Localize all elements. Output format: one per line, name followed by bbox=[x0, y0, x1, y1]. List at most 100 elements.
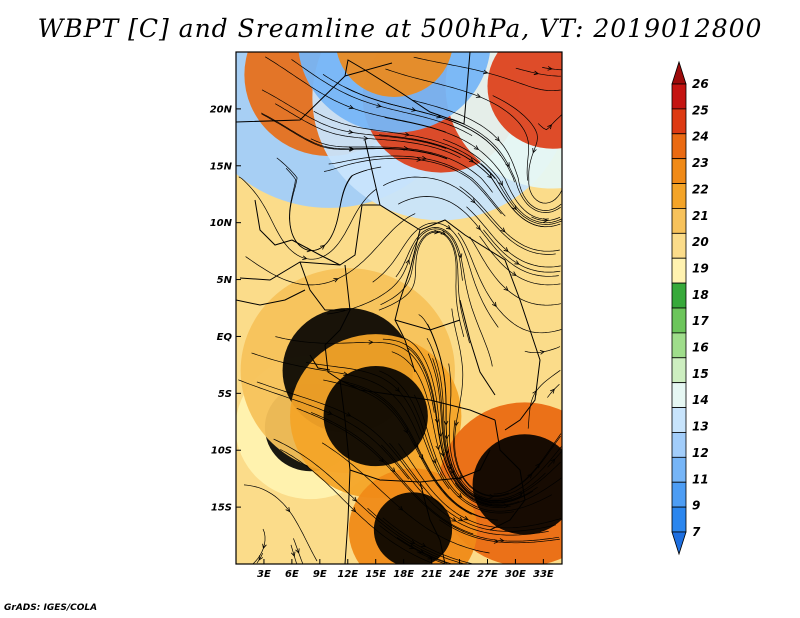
streamline-arrow bbox=[378, 457, 385, 463]
streamline-arrow bbox=[493, 539, 500, 544]
streamline-arrow bbox=[404, 132, 411, 137]
streamline bbox=[527, 370, 561, 429]
streamline bbox=[407, 347, 520, 506]
streamline-arrow bbox=[458, 516, 464, 522]
streamline-arrow bbox=[511, 271, 517, 277]
streamline-arrow bbox=[473, 145, 480, 150]
streamline bbox=[310, 412, 474, 535]
colorbar-label: 19 bbox=[692, 261, 709, 275]
streamline-arrow bbox=[409, 544, 415, 549]
streamline-arrow bbox=[438, 432, 443, 438]
streamline bbox=[238, 176, 377, 260]
streamline bbox=[510, 433, 562, 490]
streamline-arrow bbox=[376, 103, 382, 108]
lat-tick-label: 5N bbox=[217, 275, 233, 286]
wbpt-shading bbox=[236, 52, 562, 564]
shade-core bbox=[487, 52, 562, 149]
streamline bbox=[547, 383, 560, 398]
lat-tick-label: 20N bbox=[210, 104, 233, 115]
streamline-arrow bbox=[503, 286, 509, 292]
streamline-arrow bbox=[498, 180, 503, 187]
lat-tick-label: 10S bbox=[211, 446, 232, 457]
streamline bbox=[395, 227, 493, 367]
streamline bbox=[243, 484, 318, 562]
streamline bbox=[372, 222, 499, 328]
streamline bbox=[427, 323, 513, 502]
lon-tick-label: 15E bbox=[365, 569, 386, 580]
streamline bbox=[378, 231, 465, 337]
streamline bbox=[328, 155, 506, 217]
streamline-arrow bbox=[363, 135, 369, 141]
streamline bbox=[261, 112, 447, 159]
streamline-arrow bbox=[547, 124, 553, 130]
streamline bbox=[383, 176, 556, 255]
streamline-arrow bbox=[514, 260, 520, 265]
colorbar-box bbox=[671, 382, 687, 408]
colorbar-box bbox=[671, 108, 687, 135]
streamline bbox=[453, 420, 562, 497]
colorbar-box bbox=[671, 232, 687, 259]
lon-tick-label: 12E bbox=[337, 569, 358, 580]
lon-tick-label: 18E bbox=[393, 569, 414, 580]
streamline-arrow bbox=[351, 507, 357, 513]
colorbar-label: 15 bbox=[692, 367, 709, 381]
streamline-arrow bbox=[494, 136, 500, 142]
colorbar-label: 9 bbox=[692, 499, 700, 513]
streamline bbox=[385, 68, 530, 181]
streamline bbox=[313, 110, 496, 179]
streamline-arrow bbox=[489, 493, 495, 499]
colorbar-label: 16 bbox=[692, 341, 709, 355]
streamline bbox=[416, 551, 445, 564]
colorbar-label: 7 bbox=[692, 525, 701, 539]
colorbar-bottom-arrow bbox=[671, 531, 687, 556]
streamline bbox=[273, 438, 439, 558]
streamline bbox=[469, 236, 561, 306]
streamline-arrow bbox=[434, 229, 440, 235]
colorbar-box bbox=[671, 307, 687, 334]
streamline-arrow bbox=[343, 371, 349, 377]
streamline-arrow bbox=[368, 339, 374, 345]
colorbar-box bbox=[671, 456, 687, 483]
streamline bbox=[384, 117, 549, 220]
streamline bbox=[483, 229, 561, 273]
streamline bbox=[291, 59, 473, 137]
streamline-arrow bbox=[550, 458, 556, 464]
lon-tick-label: 24E bbox=[449, 569, 470, 580]
colorbar-box bbox=[671, 257, 687, 284]
streamline bbox=[537, 114, 562, 131]
streamline-arrow bbox=[535, 462, 541, 469]
streamline-arrow bbox=[421, 542, 427, 548]
streamline-arrow bbox=[487, 173, 493, 179]
colorbar-label: 24 bbox=[692, 130, 709, 144]
streamline-arrow bbox=[483, 69, 489, 75]
streamline bbox=[389, 442, 556, 532]
streamline bbox=[399, 336, 505, 505]
streamline-arrow bbox=[527, 473, 533, 479]
streamline bbox=[426, 337, 523, 503]
streamline bbox=[391, 351, 511, 508]
streamline-arrow bbox=[333, 278, 339, 283]
streamline-arrow bbox=[435, 445, 440, 451]
colorbar-box bbox=[671, 481, 687, 508]
shade-core bbox=[373, 492, 453, 564]
shade-core bbox=[336, 52, 452, 97]
lon-tick-label: 30E bbox=[505, 569, 526, 580]
streamline-arrow bbox=[470, 198, 476, 204]
streamline-arrow bbox=[450, 469, 455, 475]
streamline bbox=[367, 507, 465, 564]
streamline bbox=[327, 228, 463, 315]
streamline bbox=[432, 358, 538, 504]
streamline bbox=[480, 163, 562, 225]
streamline bbox=[261, 89, 447, 149]
streamline bbox=[380, 230, 470, 344]
streamline-arrow bbox=[327, 410, 333, 415]
colorbar-top-arrow bbox=[671, 60, 687, 85]
colorbar-label: 20 bbox=[692, 235, 709, 249]
streamline-arrow bbox=[550, 388, 555, 394]
colorbar-label: 13 bbox=[692, 420, 709, 434]
streamline-arrow bbox=[444, 434, 449, 440]
lon-tick-label: 21E bbox=[421, 569, 442, 580]
colorbar-box bbox=[671, 83, 687, 110]
streamline-arrow bbox=[348, 129, 354, 135]
